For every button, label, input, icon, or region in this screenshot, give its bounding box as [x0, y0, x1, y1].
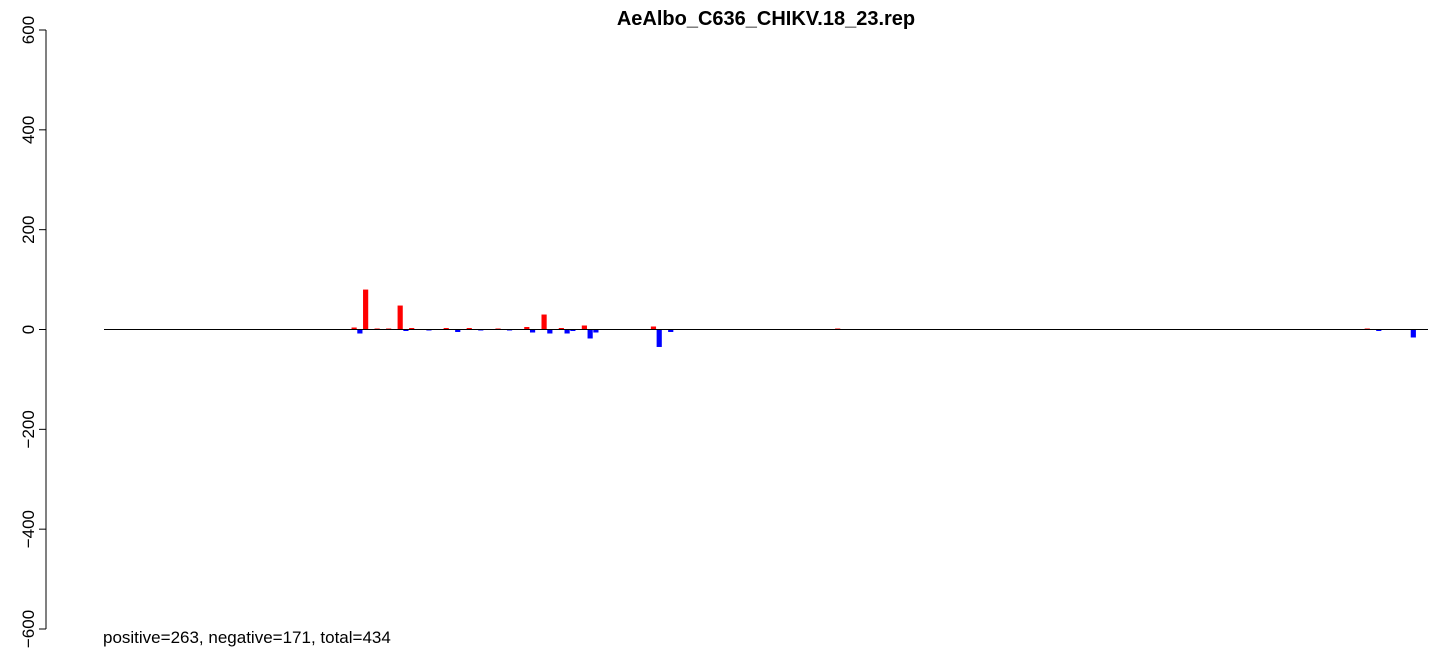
negative-bar [529, 329, 536, 333]
positive-bar [397, 305, 403, 330]
negative-bar [564, 329, 570, 334]
totals-annotation: positive=263, negative=171, total=434 [103, 628, 391, 647]
positive-bar [581, 325, 587, 330]
negative-bar [570, 329, 576, 331]
negative-bar [403, 329, 409, 331]
negative-bar [357, 329, 363, 334]
chart-title: AeAlbo_C636_CHIKV.18_23.rep [617, 8, 915, 30]
y-tick-label: −200 [19, 410, 38, 448]
y-tick-label: 600 [19, 16, 38, 44]
positive-bar [650, 326, 657, 330]
negative-bar [1410, 329, 1416, 338]
positive-bar [466, 328, 472, 330]
negative-bar [593, 329, 599, 333]
positive-bar [363, 289, 369, 330]
negative-bar [1376, 329, 1382, 331]
negative-bar [547, 329, 553, 334]
y-tick-label: −600 [19, 610, 38, 648]
positive-bar [541, 314, 547, 330]
y-tick-label: 200 [19, 215, 38, 243]
y-tick-label: 0 [19, 325, 38, 334]
positive-bar [558, 328, 564, 330]
negative-bar [656, 329, 662, 347]
y-tick-label: 400 [19, 116, 38, 144]
negative-bar [668, 329, 674, 332]
negative-bar [455, 329, 461, 332]
positive-bar [443, 328, 449, 330]
negative-bar [587, 329, 593, 339]
positive-bar [409, 328, 415, 330]
y-axis: 600 400 200 0 −200 −400 −600 [19, 16, 47, 648]
positive-bar [351, 327, 357, 330]
bars [351, 289, 1416, 347]
y-tick-label: −400 [19, 510, 38, 548]
positive-bar [524, 327, 530, 330]
